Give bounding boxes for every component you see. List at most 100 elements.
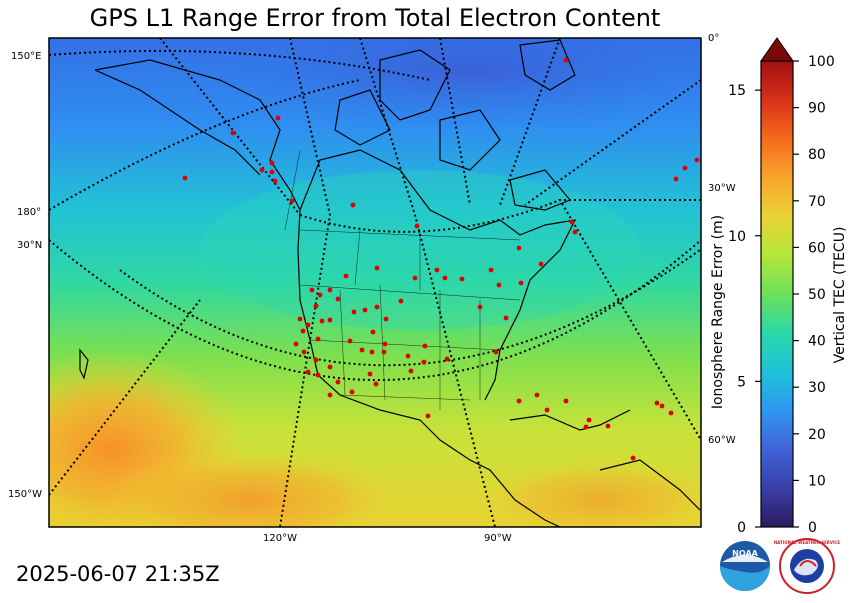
station-marker	[351, 309, 357, 315]
station-marker	[343, 273, 349, 279]
station-marker	[496, 282, 502, 288]
station-marker	[315, 336, 321, 342]
station-marker	[297, 316, 303, 322]
range-axis-title: Ionosphere Range Error (m)	[710, 215, 726, 409]
station-marker	[408, 368, 414, 374]
station-marker	[583, 424, 589, 430]
station-marker	[374, 304, 380, 310]
station-marker	[319, 318, 325, 324]
tec-map	[49, 38, 701, 527]
range-error-axis: 0 5 10 15	[728, 83, 761, 536]
station-marker	[369, 349, 375, 355]
colorbar-tick-label: 100	[808, 54, 835, 70]
colorbar-tick-label: 10	[808, 473, 826, 489]
station-marker	[682, 165, 688, 171]
range-tick-label: 15	[728, 83, 746, 99]
station-marker	[370, 329, 376, 335]
station-marker	[630, 455, 636, 461]
colorbar-tick-label: 30	[808, 380, 826, 396]
station-marker	[335, 379, 341, 385]
station-marker	[459, 276, 465, 282]
page-title: GPS L1 Range Error from Total Electron C…	[89, 4, 661, 32]
station-marker	[327, 317, 333, 323]
station-marker	[373, 381, 379, 387]
range-tick-label: 0	[737, 520, 746, 536]
station-marker	[398, 298, 404, 304]
station-marker	[293, 341, 299, 347]
station-marker	[317, 292, 323, 298]
lon-label-150e: 150°E	[11, 51, 41, 62]
station-marker	[563, 398, 569, 404]
colorbar	[760, 37, 794, 528]
station-marker	[694, 157, 700, 163]
colorbar-tick-label: 80	[808, 147, 826, 163]
station-marker	[605, 423, 611, 429]
station-marker	[493, 349, 499, 355]
station-marker	[569, 219, 575, 225]
station-marker	[275, 115, 281, 121]
lon-label-30w: 30°W	[708, 183, 736, 194]
station-marker	[349, 389, 355, 395]
station-marker	[412, 275, 418, 281]
station-markers	[182, 57, 700, 461]
station-marker	[313, 357, 319, 363]
station-marker	[381, 349, 387, 355]
station-marker	[309, 287, 315, 293]
nws-logo-text: NATIONAL WEATHER SERVICE	[774, 540, 841, 545]
station-marker	[269, 160, 275, 166]
station-marker	[305, 322, 311, 328]
station-marker	[673, 176, 679, 182]
colorbar-extend-arrow	[760, 37, 794, 62]
station-marker	[425, 413, 431, 419]
lon-label-0: 0°	[708, 33, 719, 44]
station-marker	[586, 417, 592, 423]
station-marker	[182, 175, 188, 181]
station-marker	[442, 275, 448, 281]
colorbar-title: Vertical TEC (TECU)	[832, 227, 848, 364]
station-marker	[327, 364, 333, 370]
colorbar-tick-label: 40	[808, 334, 826, 350]
colorbar-body	[761, 61, 793, 527]
station-marker	[516, 398, 522, 404]
station-marker	[538, 261, 544, 267]
station-marker	[374, 265, 380, 271]
lon-label-180: 180°	[17, 207, 41, 218]
station-marker	[269, 169, 275, 175]
colorbar-ticks: 0 10 20 30 40 50 60 70 80 90 100	[793, 54, 835, 536]
state-borders	[284, 149, 521, 410]
station-marker	[563, 57, 569, 63]
station-marker	[315, 372, 321, 378]
station-marker	[367, 371, 373, 377]
station-marker	[477, 304, 483, 310]
station-marker	[434, 267, 440, 273]
station-marker	[405, 353, 411, 359]
station-marker	[305, 369, 311, 375]
colorbar-tick-label: 20	[808, 427, 826, 443]
station-marker	[654, 400, 660, 406]
lon-label-90w: 90°W	[484, 533, 512, 544]
colorbar-tick-label: 90	[808, 101, 826, 117]
station-marker	[544, 407, 550, 413]
station-marker	[359, 347, 365, 353]
station-marker	[327, 392, 333, 398]
station-marker	[313, 303, 319, 309]
station-marker	[362, 307, 368, 313]
lat-label-30n: 30°N	[17, 240, 42, 251]
station-marker	[382, 341, 388, 347]
station-marker	[289, 198, 295, 204]
station-marker	[300, 328, 306, 334]
range-tick-label: 5	[737, 374, 746, 390]
colorbar-tick-label: 70	[808, 194, 826, 210]
nws-logo: NATIONAL WEATHER SERVICE	[774, 538, 841, 594]
noaa-logo: NOAA	[720, 541, 770, 591]
colorbar-tick-label: 50	[808, 287, 826, 303]
station-marker	[668, 410, 674, 416]
station-marker	[230, 130, 236, 136]
colorbar-tick-label: 0	[808, 520, 817, 536]
station-marker	[422, 343, 428, 349]
lon-label-150w: 150°W	[8, 489, 42, 500]
station-marker	[327, 287, 333, 293]
station-marker	[259, 167, 265, 173]
coastlines	[79, 39, 701, 527]
